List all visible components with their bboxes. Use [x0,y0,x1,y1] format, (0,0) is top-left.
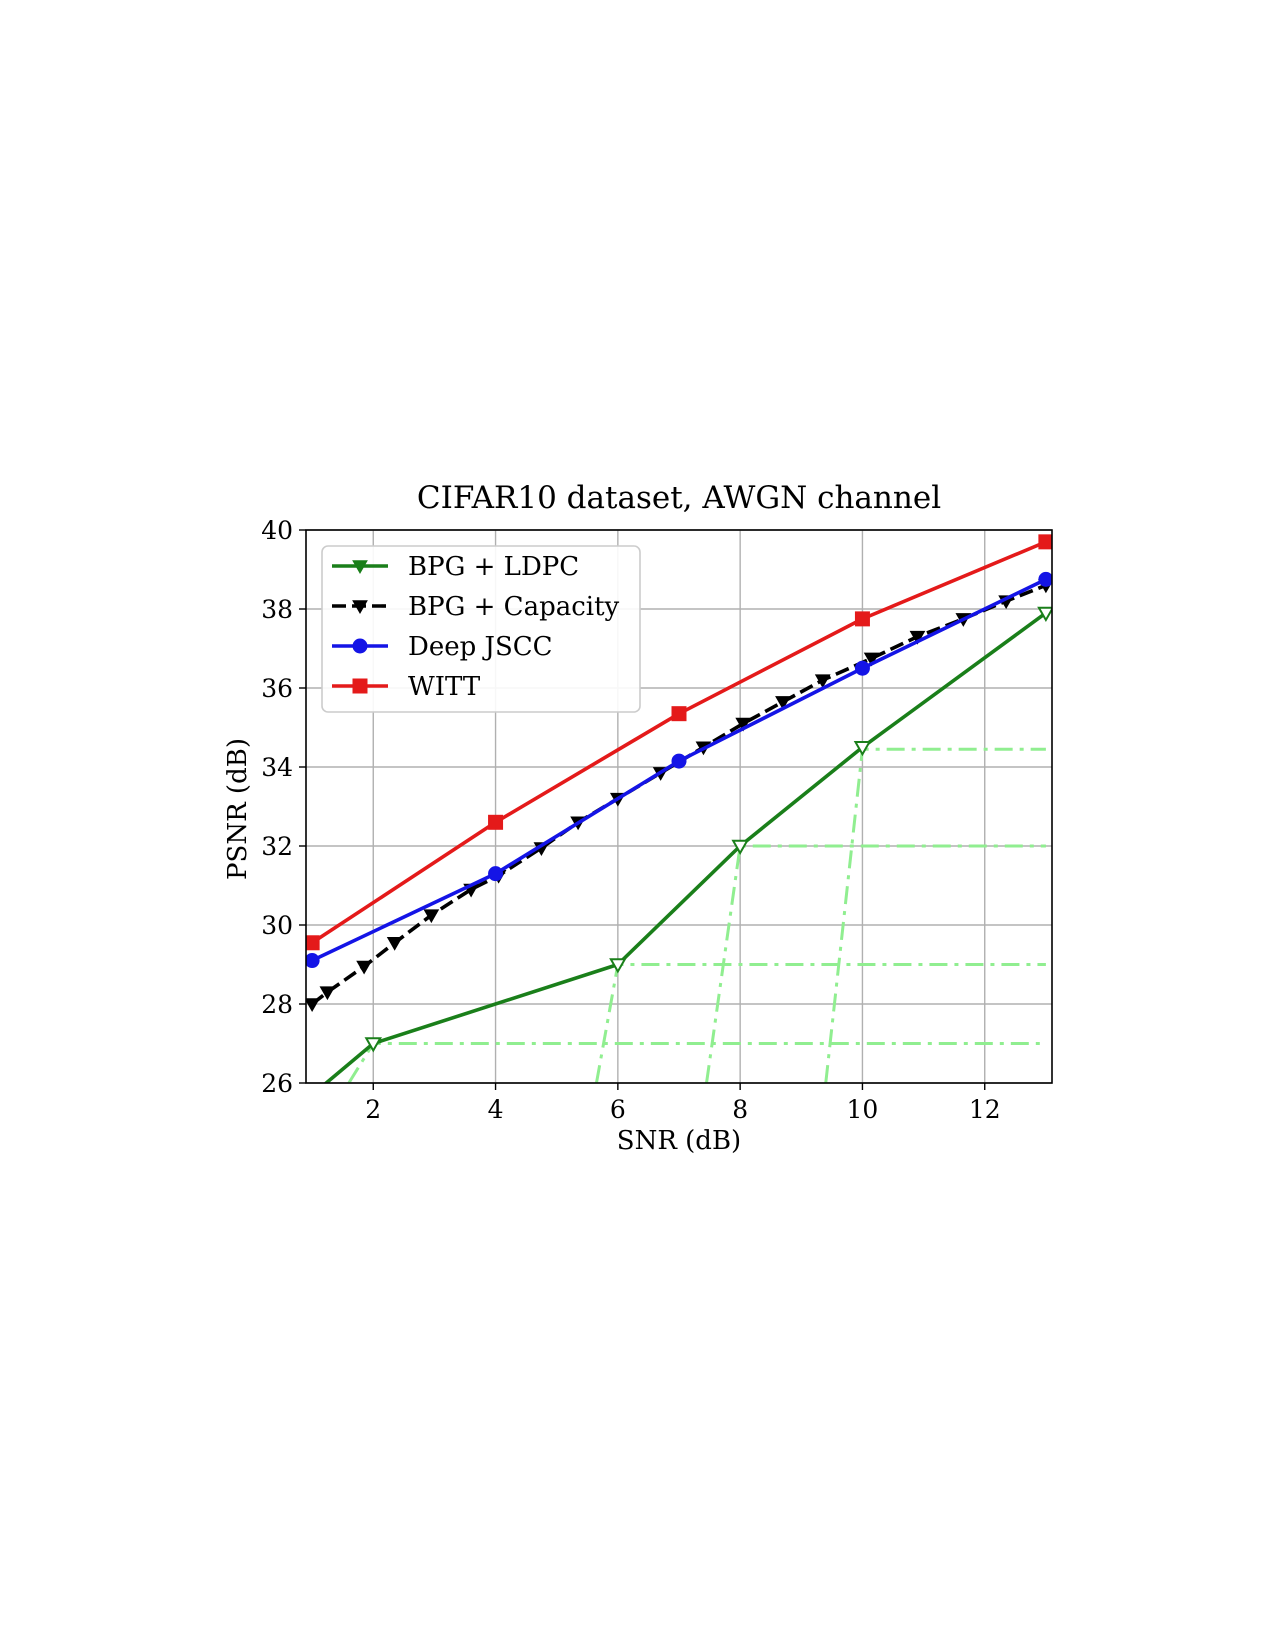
legend-item-deep-jscc: Deep JSCC [332,632,553,662]
legend-marker [352,600,368,615]
x-tick-label: 2 [365,1095,381,1124]
data-point-witt [1038,534,1052,550]
y-tick-label: 38 [261,595,293,624]
x-tick-label: 10 [847,1095,879,1124]
legend-marker [352,560,368,575]
y-tick-label: 40 [261,516,293,545]
series-deep-jscc [306,571,1052,969]
data-point-bpg-capacity [735,717,752,732]
legend-item-bpg-capacity: BPG + Capacity [332,592,620,622]
data-point-bpg-capacity [814,674,831,689]
legend: BPG + LDPC BPG + Capacity Deep JSCC WITT [321,545,641,713]
legend-box [321,545,641,713]
data-point-bpg-capacity [306,998,320,1013]
data-point-bpg-capacity [775,696,791,710]
reference-lines [347,747,1046,1083]
y-tick-label: 30 [261,911,293,940]
y-axis-label: PSNR (dB) [223,738,253,880]
reference-line [594,963,1046,1083]
axes: 2 4 6 8 10 12 26 28 30 32 34 36 38 40 [261,516,1000,1124]
y-tick-label: 32 [261,832,293,861]
series-layer [306,534,1052,1083]
data-point-bpg-capacity [356,960,372,975]
series-line-bpg-ldpc [323,611,1047,1083]
y-tick-label: 34 [261,753,293,782]
x-tick-label: 4 [488,1095,504,1124]
data-point-witt [854,611,870,627]
data-point-witt [488,814,504,830]
reference-line [705,844,1046,1083]
data-point-deep-jscc [854,660,870,676]
series-witt [306,534,1052,951]
y-tick-label: 26 [261,1069,293,1098]
data-point-bpg-capacity [386,937,403,951]
data-point-bpg-capacity [423,909,440,924]
data-point-bpg-capacity [909,630,926,645]
data-point-bpg-ldpc [364,1037,382,1053]
y-tick-label: 36 [261,674,293,703]
y-tick-label: 28 [261,990,293,1019]
data-point-deep-jscc [1038,571,1052,587]
legend-item-bpg-ldpc: BPG + LDPC [332,552,579,582]
chart-title: CIFAR10 dataset, AWGN channel [417,480,941,516]
data-point-bpg-ldpc [731,839,749,856]
data-point-witt [306,935,320,951]
data-point-bpg-capacity [863,652,880,667]
data-point-bpg-ldpc [609,958,627,974]
x-axis-label: SNR (dB) [617,1126,741,1156]
data-point-deep-jscc [671,753,687,769]
x-tick-label: 12 [969,1095,1001,1124]
x-tick-label: 8 [732,1095,748,1124]
data-point-deep-jscc [488,866,504,882]
data-point-bpg-ldpc [1037,606,1052,622]
reference-line [824,747,1046,1083]
legend-marker [352,678,368,694]
legend-item-witt: WITT [332,672,481,702]
x-tick-label: 6 [610,1095,626,1124]
legend-label: BPG + LDPC [408,552,579,582]
legend-label: WITT [408,672,481,702]
data-point-witt [671,706,687,722]
legend-label: BPG + Capacity [408,592,620,622]
plot-frame [305,529,1053,1084]
data-point-bpg-capacity [319,986,336,1001]
legend-marker [352,638,368,654]
series-bpg-ldpc [323,606,1052,1083]
data-point-deep-jscc [306,953,320,969]
legend-label: Deep JSCC [408,632,553,662]
reference-line [347,1042,1046,1083]
data-point-bpg-ldpc [853,741,872,757]
